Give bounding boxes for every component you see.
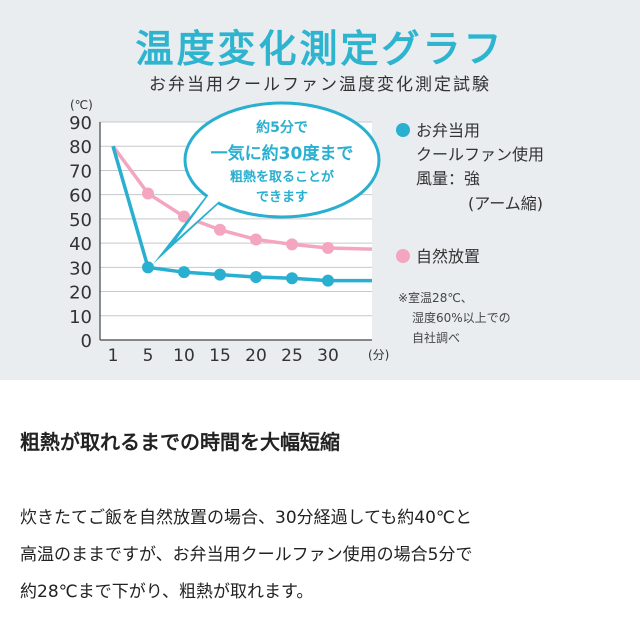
callout-bubble xyxy=(183,101,381,219)
y-tick-label: 10 xyxy=(69,307,92,328)
data-point xyxy=(286,238,298,251)
callout-text: 一気に約30度まで xyxy=(211,143,354,164)
x-tick-label: 10 xyxy=(173,346,195,366)
y-tick-label: 50 xyxy=(69,210,92,231)
footnote-text: 湿度60%以上での xyxy=(412,310,511,325)
x-tick-label: 1 xyxy=(108,346,119,366)
y-tick-label: 90 xyxy=(69,113,92,134)
series-line xyxy=(111,145,372,283)
callout-pointer xyxy=(153,186,238,264)
y-tick-label: 30 xyxy=(69,258,92,279)
callout-text: できます xyxy=(256,190,308,205)
data-point xyxy=(142,261,154,274)
x-tick-label: 15 xyxy=(209,346,231,366)
data-point xyxy=(178,266,190,279)
y-axis-unit: (℃) xyxy=(70,98,93,112)
y-tick-label: 70 xyxy=(69,161,92,182)
legend-marker-fan xyxy=(396,123,410,137)
legend-label-fan: 風量：強 xyxy=(416,169,480,188)
x-tick-label: 25 xyxy=(281,346,303,366)
data-point xyxy=(214,223,226,236)
legend-label-natural: 自然放置 xyxy=(416,247,480,266)
footnote-text: ※室温28℃、 xyxy=(398,290,473,305)
legend-label-fan: クールファン使用 xyxy=(416,145,544,164)
data-point xyxy=(250,271,262,284)
legend-marker-natural xyxy=(396,249,410,263)
data-point xyxy=(142,187,154,200)
section-headline: 粗熱が取れるまでの時間を大幅短縮 xyxy=(20,430,340,454)
data-point xyxy=(286,272,298,285)
x-tick-label: 5 xyxy=(143,346,154,366)
data-point xyxy=(322,274,334,287)
data-point xyxy=(322,241,334,254)
data-point xyxy=(214,268,226,281)
section-body: 炊きたてご飯を自然放置の場合、30分経過しても約40℃と 高温のままですが、お弁… xyxy=(20,508,473,602)
y-tick-label: 80 xyxy=(69,137,92,158)
y-tick-label: 60 xyxy=(69,186,92,207)
x-axis-unit: (分) xyxy=(368,348,389,362)
y-tick-label: 0 xyxy=(81,331,92,352)
data-point xyxy=(250,233,262,246)
y-tick-label: 40 xyxy=(69,234,92,255)
series-line xyxy=(111,145,373,251)
chart-subtitle: お弁当用クールファン温度変化測定試験 xyxy=(149,75,491,95)
callout-pointer-fill xyxy=(176,186,236,240)
callout-text: 粗熱を取ることが xyxy=(230,169,334,185)
chart-panel: 温度変化測定グラフ お弁当用クールファン温度変化測定試験 0 10 20 30 40 50… xyxy=(0,0,640,380)
legend-label-fan: (アーム縮) xyxy=(468,194,543,213)
y-tick-label: 20 xyxy=(69,283,92,304)
x-tick-label: 30 xyxy=(317,346,339,366)
chart-title: 温度変化測定グラフ xyxy=(135,27,505,71)
data-point xyxy=(178,210,190,223)
legend-label-fan: お弁当用 xyxy=(416,121,480,140)
footnote-text: 自社調べ xyxy=(412,330,460,345)
callout-text: 約5分で xyxy=(256,119,308,136)
x-tick-label: 20 xyxy=(245,346,267,366)
